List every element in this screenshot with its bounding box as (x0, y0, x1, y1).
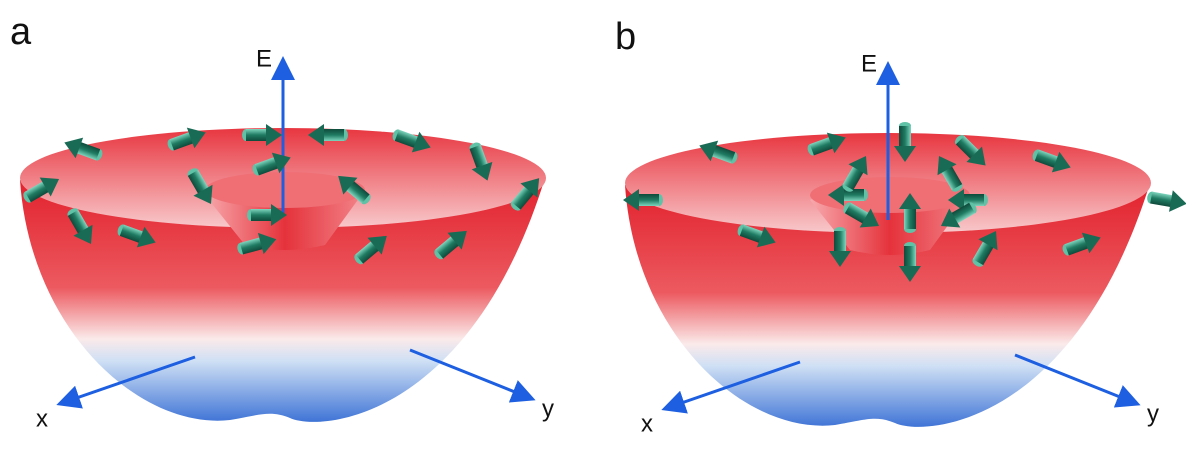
axis-label: x (641, 410, 653, 437)
axis-label: E (256, 45, 272, 72)
spin-rod (904, 246, 916, 268)
spin-rod (246, 129, 268, 141)
spin-rod (904, 207, 916, 229)
page: {"panels": [ {"label": "a", "axes": {"en… (0, 0, 1186, 450)
spin-head (1169, 190, 1186, 214)
axis-label: E (861, 50, 877, 77)
axis-label: x (36, 405, 48, 432)
figure: a Ex y b Ex y (0, 0, 1186, 450)
panel-label: b (615, 16, 636, 58)
spin-rod (834, 231, 846, 253)
spin-rod (637, 194, 659, 206)
spin-rod (842, 189, 864, 201)
spin-rod (251, 209, 273, 221)
axis-label: y (1147, 400, 1159, 427)
panel-label: a (10, 11, 32, 53)
panel: b Ex y (615, 16, 1186, 437)
spin-rod (322, 129, 344, 141)
axis-label: y (542, 395, 554, 422)
panel: a Ex y (10, 11, 554, 432)
spin-arrow (1145, 186, 1186, 215)
spin-rod (899, 126, 911, 148)
